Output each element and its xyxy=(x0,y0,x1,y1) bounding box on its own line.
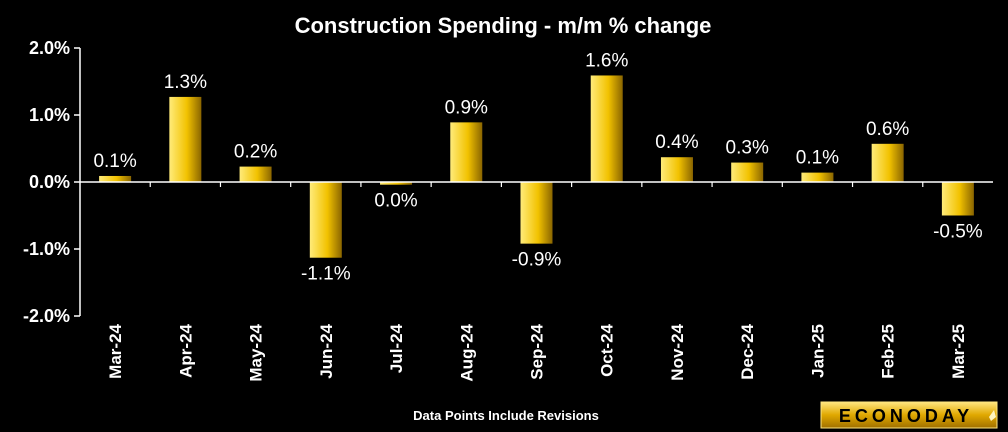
bar-sep-24 xyxy=(520,182,553,244)
category-label-nov-24: Nov-24 xyxy=(668,323,687,380)
category-label-apr-24: Apr-24 xyxy=(176,323,195,377)
bar-feb-25 xyxy=(871,143,904,182)
bar-aug-24 xyxy=(450,122,483,182)
footnote: Data Points Include Revisions xyxy=(413,408,599,423)
data-label-jun-24: -1.1% xyxy=(301,264,351,285)
y-tick-label: 2.0% xyxy=(29,38,70,58)
category-label-aug-24: Aug-24 xyxy=(457,323,476,381)
sparkle-icon xyxy=(989,410,996,421)
data-label-jan-25: 0.1% xyxy=(796,148,839,169)
data-label-mar-24: 0.1% xyxy=(93,151,136,172)
data-label-nov-24: 0.4% xyxy=(655,132,698,153)
category-label-may-24: May-24 xyxy=(247,323,266,381)
data-label-dec-24: 0.3% xyxy=(726,138,769,159)
data-label-oct-24: 1.6% xyxy=(585,50,628,71)
chart-title: Construction Spending - m/m % change xyxy=(295,13,712,38)
data-label-sep-24: -0.9% xyxy=(512,250,562,271)
category-label-mar-25: Mar-25 xyxy=(949,324,968,379)
y-axis: 2.0% 1.0% 0.0% -1.0% -2.0% xyxy=(23,38,81,326)
category-label-jun-24: Jun-24 xyxy=(317,323,336,378)
x-axis: Mar-24 Apr-24 May-24 Jun-24 Jul-24 Aug-24 Sep-… xyxy=(80,181,993,382)
bar-jan-25 xyxy=(801,172,834,182)
y-tick-label: -1.0% xyxy=(23,239,70,259)
category-label-oct-24: Oct-24 xyxy=(598,323,617,376)
data-label-apr-24: 1.3% xyxy=(164,72,207,93)
y-tick-label: 1.0% xyxy=(29,105,70,125)
data-label-mar-25: -0.5% xyxy=(933,222,983,243)
bars: 0.1% 1.3% 0.2% -1.1% 0.0% 0.9% -0.9% 1.6% 0.4% 0.… xyxy=(93,50,982,284)
y-tick-label: -2.0% xyxy=(23,306,70,326)
data-label-jul-24: 0.0% xyxy=(374,191,417,212)
bar-jul-24 xyxy=(380,182,413,185)
bar-jun-24 xyxy=(309,182,342,258)
bar-oct-24 xyxy=(590,75,623,182)
bar-mar-24 xyxy=(99,175,132,182)
category-label-sep-24: Sep-24 xyxy=(528,323,547,379)
bar-mar-25 xyxy=(941,182,974,216)
category-label-jan-25: Jan-25 xyxy=(808,324,827,378)
y-tick-label: 0.0% xyxy=(29,172,70,192)
data-label-aug-24: 0.9% xyxy=(445,97,488,118)
category-label-feb-25: Feb-25 xyxy=(879,324,898,379)
category-label-mar-24: Mar-24 xyxy=(106,323,125,378)
econoday-logo: ECONODAY xyxy=(820,401,998,429)
bar-nov-24 xyxy=(660,157,693,182)
bar-apr-24 xyxy=(169,96,202,182)
bar-dec-24 xyxy=(731,162,764,182)
data-label-feb-25: 0.6% xyxy=(866,119,909,140)
data-label-may-24: 0.2% xyxy=(234,142,277,163)
category-label-jul-24: Jul-24 xyxy=(387,323,406,373)
logo-badge xyxy=(820,401,998,429)
category-label-dec-24: Dec-24 xyxy=(738,323,757,379)
bar-may-24 xyxy=(239,166,272,182)
logo-text: ECONODAY xyxy=(839,406,973,426)
